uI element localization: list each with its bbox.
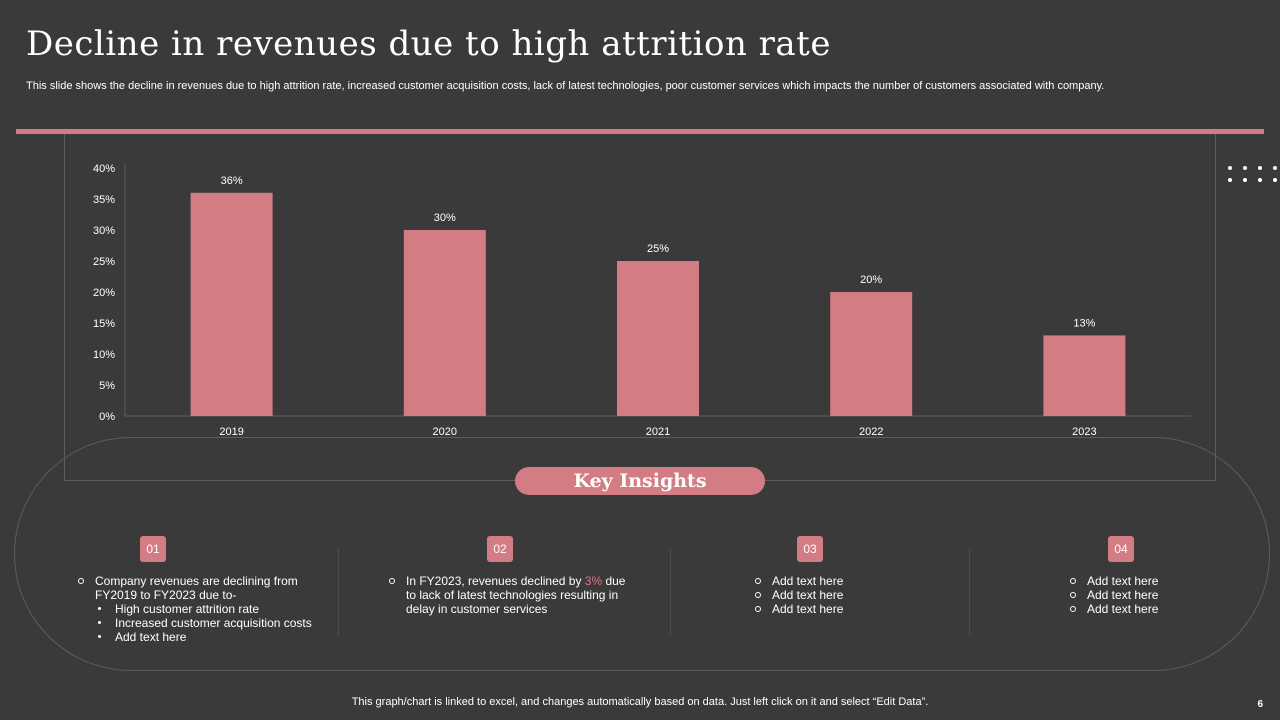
insight-divider <box>670 548 671 636</box>
dot-icon <box>1243 178 1247 182</box>
insight-01: Company revenues are declining from FY20… <box>77 574 332 644</box>
y-tick-label: 5% <box>99 380 115 392</box>
data-label: 13% <box>1073 317 1095 329</box>
insight-01-bullet: Add text here <box>77 630 332 644</box>
insight-03: Add text here Add text here Add text her… <box>754 574 924 616</box>
insight-badge-04: 04 <box>1108 536 1134 562</box>
insight-badge-03: 03 <box>797 536 823 562</box>
bar <box>403 230 486 416</box>
insights-panel <box>14 437 1270 671</box>
key-insights-heading: Key Insights <box>515 467 765 495</box>
insight-02-text-end: due to lack of latest technologies resul… <box>406 574 626 616</box>
page-number: 6 <box>1257 699 1263 710</box>
bar <box>617 261 699 416</box>
bar <box>190 192 273 416</box>
bar <box>830 292 913 416</box>
insight-01-bullet: High customer attrition rate <box>77 602 332 616</box>
insight-02: In FY2023, revenues declined by 3% due t… <box>388 574 628 616</box>
y-tick-label: 30% <box>93 225 115 237</box>
insight-02-highlight: 3% <box>584 574 603 588</box>
y-tick-label: 0% <box>99 411 115 423</box>
insight-divider <box>338 548 339 636</box>
y-tick-label: 20% <box>93 287 115 299</box>
insight-badge-01: 01 <box>140 536 166 562</box>
dot-icon <box>1243 166 1247 170</box>
insight-03-line: Add text here <box>754 588 924 602</box>
insight-04-line: Add text here <box>1069 588 1239 602</box>
dot-icon <box>1228 166 1232 170</box>
dot-icon <box>1258 166 1262 170</box>
insight-02-text: In FY2023, revenues declined by 3% due t… <box>388 574 628 616</box>
x-tick-label: 2023 <box>1072 426 1096 438</box>
x-tick-label: 2022 <box>859 426 883 438</box>
insight-03-line: Add text here <box>754 574 924 588</box>
data-label: 20% <box>860 274 882 286</box>
bar <box>1043 335 1126 416</box>
insight-badge-02: 02 <box>487 536 513 562</box>
dot-icon <box>1273 178 1277 182</box>
accent-divider <box>16 129 1264 134</box>
insight-01-main: Company revenues are declining from FY20… <box>77 574 332 602</box>
insight-04-line: Add text here <box>1069 574 1239 588</box>
slide-subtitle: This slide shows the decline in revenues… <box>26 80 1105 92</box>
insight-01-bullet: Increased customer acquisition costs <box>77 616 332 630</box>
y-tick-label: 40% <box>93 163 115 175</box>
data-label: 25% <box>647 243 669 255</box>
insight-04: Add text here Add text here Add text her… <box>1069 574 1239 616</box>
slide-title: Decline in revenues due to high attritio… <box>26 24 831 64</box>
dot-icon <box>1228 178 1232 182</box>
more-options-icon[interactable] <box>1226 164 1280 184</box>
insight-divider <box>969 548 970 636</box>
y-tick-label: 35% <box>93 194 115 206</box>
x-tick-label: 2020 <box>433 426 457 438</box>
y-tick-label: 15% <box>93 318 115 330</box>
y-tick-label: 25% <box>93 256 115 268</box>
bar-chart[interactable]: 0% 5% 10% 15% 20% 25% 30% 35% 40% 36% 2019 30% 2020 2… <box>0 0 1280 460</box>
footnote: This graph/chart is linked to excel, and… <box>351 696 929 708</box>
insight-02-text-start: In FY2023, revenues declined by <box>406 574 585 588</box>
data-label: 30% <box>434 212 456 224</box>
x-tick-label: 2019 <box>219 426 243 438</box>
insight-04-line: Add text here <box>1069 602 1239 616</box>
data-label: 36% <box>221 175 243 187</box>
dot-icon <box>1258 178 1262 182</box>
insight-03-line: Add text here <box>754 602 924 616</box>
x-tick-label: 2021 <box>646 426 670 438</box>
dot-icon <box>1273 166 1277 170</box>
y-tick-label: 10% <box>93 349 115 361</box>
